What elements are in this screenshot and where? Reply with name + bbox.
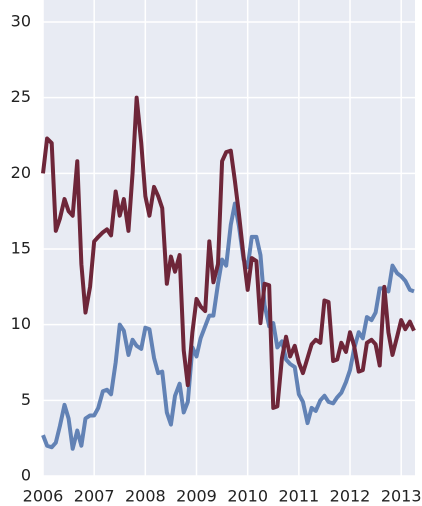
y-tick-label: 25 [11, 87, 31, 106]
x-tick-label: 2009 [176, 487, 217, 506]
y-tick-label: 15 [11, 239, 31, 258]
y-tick-label: 20 [11, 163, 31, 182]
y-tick-label: 5 [21, 390, 31, 409]
y-tick-label: 10 [11, 314, 31, 333]
y-tick-label: 30 [11, 12, 31, 31]
x-tick-label: 2013 [381, 487, 422, 506]
x-tick-label: 2008 [125, 487, 166, 506]
y-tick-label: 0 [21, 466, 31, 485]
x-tick-label: 2012 [330, 487, 371, 506]
series-line [41, 95, 416, 410]
x-tick-label: 2011 [278, 487, 319, 506]
series-line [41, 201, 415, 451]
x-tick-label: 2006 [23, 487, 64, 506]
x-tick-label: 2007 [74, 487, 115, 506]
x-tick-label: 2010 [227, 487, 268, 506]
